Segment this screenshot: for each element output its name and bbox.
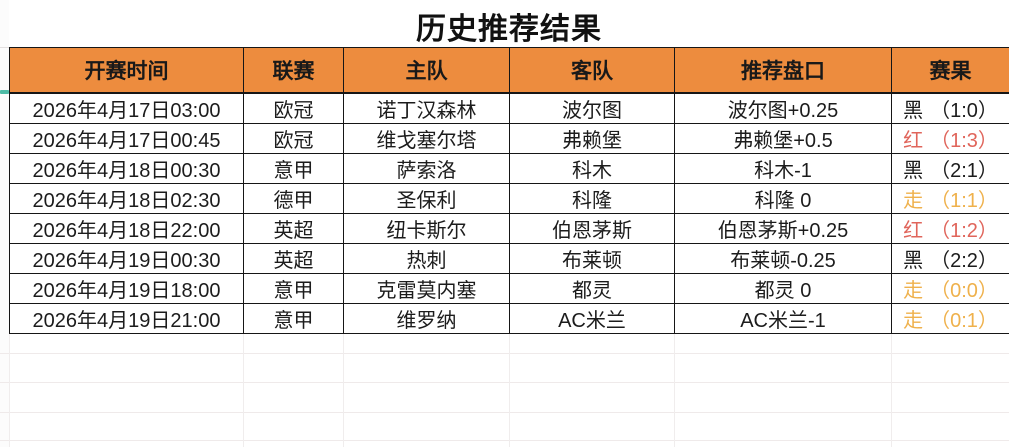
cell-handicap[interactable]: 布莱顿-0.25	[674, 243, 892, 274]
header-row: 开赛时间 联赛 主队 客队 推荐盘口 赛果	[9, 47, 1009, 94]
header-away-team[interactable]: 客队	[509, 47, 675, 94]
cell-home-team[interactable]: 维戈塞尔塔	[343, 123, 510, 154]
cell-start-time[interactable]: 2026年4月19日00:30	[9, 243, 244, 274]
table-row: 2026年4月19日00:30 英超 热刺 布莱顿 布莱顿-0.25 黑 （2:2…	[9, 243, 1009, 274]
cell-away-team[interactable]: 伯恩茅斯	[509, 213, 675, 244]
cell-league[interactable]: 意甲	[243, 273, 344, 304]
gridline-row	[0, 440, 1009, 441]
header-home-team[interactable]: 主队	[343, 47, 510, 94]
result-verdict: 走	[903, 190, 924, 212]
result-score: （1:3）	[930, 130, 998, 152]
result-score: （1:2）	[930, 220, 998, 242]
result-verdict: 黑	[903, 250, 924, 272]
table-row: 2026年4月19日18:00 意甲 克雷莫内塞 都灵 都灵 0 走 （0:0）	[9, 273, 1009, 304]
table-row: 2026年4月18日22:00 英超 纽卡斯尔 伯恩茅斯 伯恩茅斯+0.25 红…	[9, 213, 1009, 244]
cell-result[interactable]: 黑 （2:1）	[891, 153, 1009, 184]
cell-league[interactable]: 英超	[243, 213, 344, 244]
result-score: （0:0）	[930, 280, 998, 302]
cell-home-team[interactable]: 维罗纳	[343, 303, 510, 334]
header-recommended-handicap[interactable]: 推荐盘口	[674, 47, 892, 94]
table-row: 2026年4月18日02:30 德甲 圣保利 科隆 科隆 0 走 （1:1）	[9, 183, 1009, 214]
cell-home-team[interactable]: 圣保利	[343, 183, 510, 214]
cell-start-time[interactable]: 2026年4月17日03:00	[9, 92, 244, 124]
result-verdict: 红	[903, 220, 924, 242]
history-results-table: 开赛时间 联赛 主队 客队 推荐盘口 赛果 2026年4月17日03:00 欧冠…	[9, 47, 1009, 334]
cell-league[interactable]: 意甲	[243, 153, 344, 184]
cell-start-time[interactable]: 2026年4月17日00:45	[9, 123, 244, 154]
selection-marker	[0, 90, 9, 94]
cell-handicap[interactable]: AC米兰-1	[674, 303, 892, 334]
gridline-col	[509, 334, 510, 447]
table-body: 2026年4月17日03:00 欧冠 诺丁汉森林 波尔图 波尔图+0.25 黑 （…	[9, 92, 1009, 334]
cell-result[interactable]: 红 （1:3）	[891, 123, 1009, 154]
header-league[interactable]: 联赛	[243, 47, 344, 94]
cell-start-time[interactable]: 2026年4月19日18:00	[9, 273, 244, 304]
cell-handicap[interactable]: 科隆 0	[674, 183, 892, 214]
cell-start-time[interactable]: 2026年4月18日02:30	[9, 183, 244, 214]
result-verdict: 红	[903, 130, 924, 152]
result-score: （2:2）	[930, 250, 998, 272]
cell-home-team[interactable]: 克雷莫内塞	[343, 273, 510, 304]
cell-home-team[interactable]: 诺丁汉森林	[343, 92, 510, 124]
cell-away-team[interactable]: AC米兰	[509, 303, 675, 334]
result-verdict: 走	[903, 310, 924, 332]
cell-home-team[interactable]: 纽卡斯尔	[343, 213, 510, 244]
result-verdict: 黑	[903, 100, 924, 122]
cell-start-time[interactable]: 2026年4月19日21:00	[9, 303, 244, 334]
gridline-row	[0, 412, 1009, 413]
cell-league[interactable]: 意甲	[243, 303, 344, 334]
cell-result[interactable]: 走 （1:1）	[891, 183, 1009, 214]
cell-league[interactable]: 欧冠	[243, 123, 344, 154]
cell-start-time[interactable]: 2026年4月18日22:00	[9, 213, 244, 244]
cell-result[interactable]: 黑 （1:0）	[891, 92, 1009, 124]
result-score: （1:1）	[930, 190, 998, 212]
cell-result[interactable]: 走 （0:0）	[891, 273, 1009, 304]
margin-gridline	[0, 47, 9, 48]
cell-handicap[interactable]: 弗赖堡+0.5	[674, 123, 892, 154]
result-score: （1:0）	[930, 100, 998, 122]
table-row: 2026年4月19日21:00 意甲 维罗纳 AC米兰 AC米兰-1 走 （0:1…	[9, 303, 1009, 334]
cell-start-time[interactable]: 2026年4月18日00:30	[9, 153, 244, 184]
cell-away-team[interactable]: 布莱顿	[509, 243, 675, 274]
cell-home-team[interactable]: 萨索洛	[343, 153, 510, 184]
cell-league[interactable]: 欧冠	[243, 92, 344, 124]
header-start-time[interactable]: 开赛时间	[9, 47, 244, 94]
cell-result[interactable]: 走 （0:1）	[891, 303, 1009, 334]
cell-handicap[interactable]: 科木-1	[674, 153, 892, 184]
table-row: 2026年4月18日00:30 意甲 萨索洛 科木 科木-1 黑 （2:1）	[9, 153, 1009, 184]
header-result[interactable]: 赛果	[891, 47, 1009, 94]
gridline-col	[343, 334, 344, 447]
gridline-col	[9, 334, 10, 447]
cell-league[interactable]: 英超	[243, 243, 344, 274]
result-verdict: 黑	[903, 160, 924, 182]
cell-result[interactable]: 黑 （2:2）	[891, 243, 1009, 274]
cell-handicap[interactable]: 伯恩茅斯+0.25	[674, 213, 892, 244]
result-score: （2:1）	[930, 160, 998, 182]
page-title: 历史推荐结果	[416, 13, 602, 46]
table-row: 2026年4月17日00:45 欧冠 维戈塞尔塔 弗赖堡 弗赖堡+0.5 红 （1…	[9, 123, 1009, 154]
gridline-row	[0, 353, 1009, 354]
gridline-col	[674, 334, 675, 447]
gridline-col	[243, 334, 244, 447]
cell-handicap[interactable]: 波尔图+0.25	[674, 92, 892, 124]
cell-away-team[interactable]: 科木	[509, 153, 675, 184]
cell-home-team[interactable]: 热刺	[343, 243, 510, 274]
cell-away-team[interactable]: 都灵	[509, 273, 675, 304]
cell-league[interactable]: 德甲	[243, 183, 344, 214]
cell-handicap[interactable]: 都灵 0	[674, 273, 892, 304]
result-score: （0:1）	[930, 310, 998, 332]
cell-result[interactable]: 红 （1:2）	[891, 213, 1009, 244]
gridline-row	[0, 382, 1009, 383]
sheet-left-margin	[0, 0, 9, 447]
cell-away-team[interactable]: 弗赖堡	[509, 123, 675, 154]
gridline-col	[891, 334, 892, 447]
table-row: 2026年4月17日03:00 欧冠 诺丁汉森林 波尔图 波尔图+0.25 黑 （…	[9, 92, 1009, 124]
cell-away-team[interactable]: 科隆	[509, 183, 675, 214]
cell-away-team[interactable]: 波尔图	[509, 92, 675, 124]
result-verdict: 走	[903, 280, 924, 302]
